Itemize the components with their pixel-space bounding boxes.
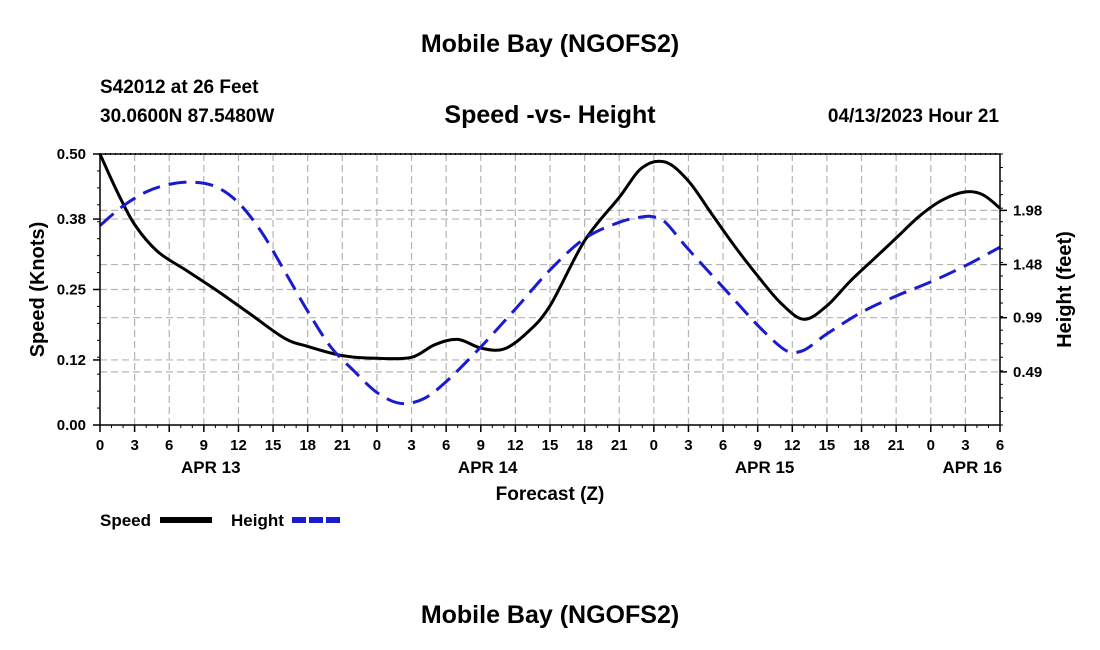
grid (100, 154, 1000, 425)
y2-tick-label: 0.49 (1013, 364, 1042, 381)
x-tick-label: 18 (299, 437, 316, 454)
y-tick-label: 0.38 (57, 211, 86, 228)
x-axis-label: Forecast (Z) (496, 484, 605, 505)
x-tick-label: 6 (442, 437, 450, 454)
y-axis-label: Speed (Knots) (27, 222, 49, 358)
legend: Speed Height (100, 511, 343, 530)
x-tick-label: 15 (265, 437, 282, 454)
x-tick-label: 18 (576, 437, 593, 454)
forecast-datetime: 04/13/2023 Hour 21 (827, 106, 999, 127)
x-tick-label: 21 (611, 437, 628, 454)
y-tick-label: 0.00 (57, 417, 86, 434)
x-tick-label: 6 (719, 437, 727, 454)
page-title-bottom: Mobile Bay (NGOFS2) (420, 601, 680, 629)
y2-tick-label: 1.48 (1013, 257, 1042, 274)
legend-label-speed: Speed (100, 511, 151, 530)
x-tick-label: 0 (650, 437, 658, 454)
speed-series-line (98, 153, 1001, 361)
x-tick-label: 6 (165, 437, 173, 454)
x-tick-label: 0 (927, 437, 935, 454)
x-tick-label: 0 (96, 437, 104, 454)
x-tick-label: 3 (684, 437, 692, 454)
legend-label-height: Height (231, 511, 284, 530)
y-tick-label: 0.50 (57, 146, 86, 163)
date-label: APR 16 (943, 458, 1003, 477)
chart-title: Speed -vs- Height (444, 101, 656, 129)
x-tick-label: 12 (784, 437, 801, 454)
station-label: S42012 at 26 Feet (100, 77, 259, 98)
y2-tick-label: 1.98 (1013, 202, 1042, 219)
x-tick-label: 15 (542, 437, 559, 454)
y2-axis-label: Height (feet) (1054, 231, 1076, 348)
station-coordinates: 30.0600N 87.5480W (100, 106, 275, 127)
date-label: APR 14 (458, 458, 518, 477)
date-label: APR 13 (181, 458, 241, 477)
y2-tick-label: 0.99 (1013, 310, 1042, 327)
y-tick-label: 0.25 (57, 282, 86, 299)
x-tick-label: 12 (507, 437, 524, 454)
x-tick-label: 3 (130, 437, 138, 454)
x-tick-label: 9 (754, 437, 762, 454)
x-tick-label: 9 (477, 437, 485, 454)
page-title-top: Mobile Bay (NGOFS2) (420, 30, 680, 58)
x-tick-label: 3 (961, 437, 969, 454)
x-tick-label: 18 (853, 437, 870, 454)
x-tick-label: 15 (819, 437, 836, 454)
x-tick-label: 3 (407, 437, 415, 454)
x-tick-label: 12 (230, 437, 247, 454)
x-tick-label: 9 (200, 437, 208, 454)
y-tick-label: 0.12 (57, 352, 86, 369)
series-layer (98, 153, 1001, 406)
height-series-line (99, 180, 1001, 406)
x-tick-label: 0 (373, 437, 381, 454)
x-tick-label: 6 (996, 437, 1004, 454)
x-tick-label: 21 (888, 437, 905, 454)
x-tick-label: 21 (334, 437, 351, 454)
date-label: APR 15 (735, 458, 795, 477)
axes: 0 3 6 9 12 15 18 21 0 3 6 9 12 15 18 21 0 3 6 9 12 15 18 21 0 3 6A… (57, 146, 1042, 477)
